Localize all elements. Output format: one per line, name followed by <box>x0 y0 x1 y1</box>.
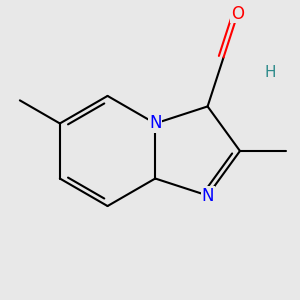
Text: N: N <box>201 187 214 205</box>
Text: H: H <box>264 65 276 80</box>
Text: O: O <box>231 4 244 22</box>
Text: N: N <box>149 114 161 132</box>
